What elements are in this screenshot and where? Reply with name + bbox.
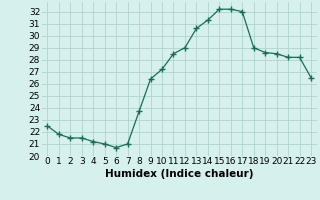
- X-axis label: Humidex (Indice chaleur): Humidex (Indice chaleur): [105, 169, 253, 179]
